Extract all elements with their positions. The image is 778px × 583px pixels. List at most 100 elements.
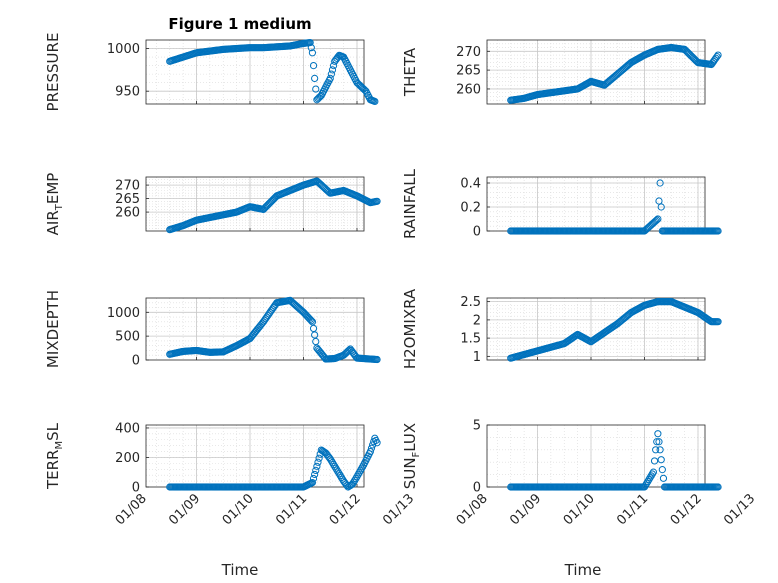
y-tick-label: 0 — [132, 354, 140, 369]
data-marker — [307, 317, 315, 325]
data-marker — [642, 481, 650, 489]
data-marker — [326, 74, 334, 83]
data-marker — [308, 49, 317, 57]
x-tick-label: 01/12 — [327, 491, 364, 528]
data-marker — [645, 475, 653, 484]
data-marker — [714, 483, 722, 491]
subplot-pressure: 950 1000 PRESSURE — [44, 33, 379, 112]
data-marker — [653, 438, 661, 446]
data-marker — [714, 227, 722, 235]
x-tick-label: 01/13 — [380, 491, 417, 528]
x-axis-label-left: Time — [221, 561, 259, 579]
data-marker — [655, 197, 663, 205]
data-marker — [655, 438, 663, 446]
data-marker — [328, 66, 337, 74]
data-marker — [654, 215, 662, 223]
axes-box — [486, 39, 706, 105]
x-tick-label: 01/09 — [166, 491, 203, 528]
y-tick-label: 270 — [456, 45, 481, 60]
data-marker — [713, 53, 721, 61]
y-tick-label: 0 — [473, 225, 481, 240]
data-marker — [313, 462, 321, 470]
y-axis-label: TERRMSL — [44, 422, 65, 490]
x-tick-label: 01/10 — [220, 491, 257, 528]
data-marker — [656, 446, 664, 454]
y-axis-label: THETA — [401, 47, 419, 97]
data-marker — [307, 44, 315, 52]
data-marker — [350, 478, 358, 486]
data-marker — [327, 457, 335, 465]
y-tick-label: 950 — [115, 85, 140, 100]
y-tick-label: 200 — [115, 451, 140, 466]
x-tick-label: 01/12 — [668, 491, 705, 528]
figure-title: Figure 1 medium — [168, 15, 311, 33]
data-marker — [331, 462, 339, 470]
y-tick-label: 260 — [456, 82, 481, 97]
x-tick-label: 01/08 — [113, 491, 150, 528]
data-marker — [366, 447, 374, 456]
y-tick-label: 270 — [115, 179, 140, 194]
y-tick-label: 0.4 — [460, 177, 481, 192]
data-marker — [657, 456, 665, 464]
data-marker — [371, 97, 379, 106]
y-axis-label: SUNFLUX — [401, 423, 422, 489]
y-axis-label: MIXDEPTH — [44, 290, 62, 368]
data-marker — [308, 478, 317, 487]
subplot-sun: 0 5 SUNFLUX 01/08 01/09 01/10 01/11 01/12 01/13 — [401, 419, 758, 529]
y-tick-label: 500 — [115, 330, 140, 345]
y-tick-label: 0.2 — [460, 201, 481, 216]
data-marker — [654, 430, 662, 438]
subplot-mixdepth: 0 500 1000 MIXDEPTH — [44, 290, 381, 369]
data-marker — [648, 470, 656, 478]
data-marker — [373, 439, 381, 447]
axes-box — [486, 297, 706, 361]
axes-box — [145, 39, 365, 105]
x-tick-label: 01/13 — [721, 491, 758, 528]
y-tick-label: 0 — [132, 481, 140, 496]
subplot-terr: 0 200 400 TERRMSL 01/08 01/09 01/10 01/11 01/12 0… — [44, 421, 417, 528]
data-marker — [367, 444, 376, 452]
y-tick-label: 260 — [115, 206, 140, 221]
data-marker — [329, 460, 338, 469]
y-tick-label: 265 — [456, 64, 481, 79]
data-marker — [311, 331, 319, 339]
y-tick-label: 1 — [473, 350, 481, 365]
y-axis-label: PRESSURE — [44, 33, 62, 112]
data-marker — [644, 477, 652, 486]
y-tick-label: 265 — [115, 192, 140, 207]
data-marker — [312, 85, 320, 93]
data-marker — [309, 62, 318, 70]
subplot-theta: 260 265 270 THETA — [401, 39, 722, 105]
x-tick-label: 01/08 — [454, 491, 491, 528]
y-tick-label: 1.5 — [460, 332, 481, 347]
data-marker — [309, 474, 318, 483]
data-marker — [332, 464, 340, 472]
x-tick-label: 01/09 — [507, 491, 544, 528]
data-marker — [714, 318, 722, 326]
y-tick-label: 5 — [473, 419, 481, 434]
data-marker — [652, 217, 660, 225]
data-marker — [312, 466, 320, 474]
data-marker — [328, 459, 337, 467]
y-tick-label: 1000 — [107, 306, 140, 321]
axes-box — [145, 297, 365, 361]
x-tick-label: 01/10 — [561, 491, 598, 528]
data-marker — [309, 324, 318, 333]
data-marker — [652, 446, 660, 454]
y-axis-label: AIRTEMP — [44, 173, 65, 236]
data-marker — [348, 480, 357, 488]
data-marker — [311, 74, 319, 83]
data-marker — [314, 458, 322, 466]
data-marker — [373, 355, 381, 364]
data-marker — [653, 216, 661, 224]
data-marker — [327, 70, 335, 78]
data-marker — [657, 203, 665, 211]
data-marker — [351, 476, 359, 484]
data-marker — [373, 197, 381, 205]
y-tick-label: 1000 — [107, 42, 140, 57]
data-marker — [352, 474, 360, 483]
data-marker — [643, 479, 651, 487]
